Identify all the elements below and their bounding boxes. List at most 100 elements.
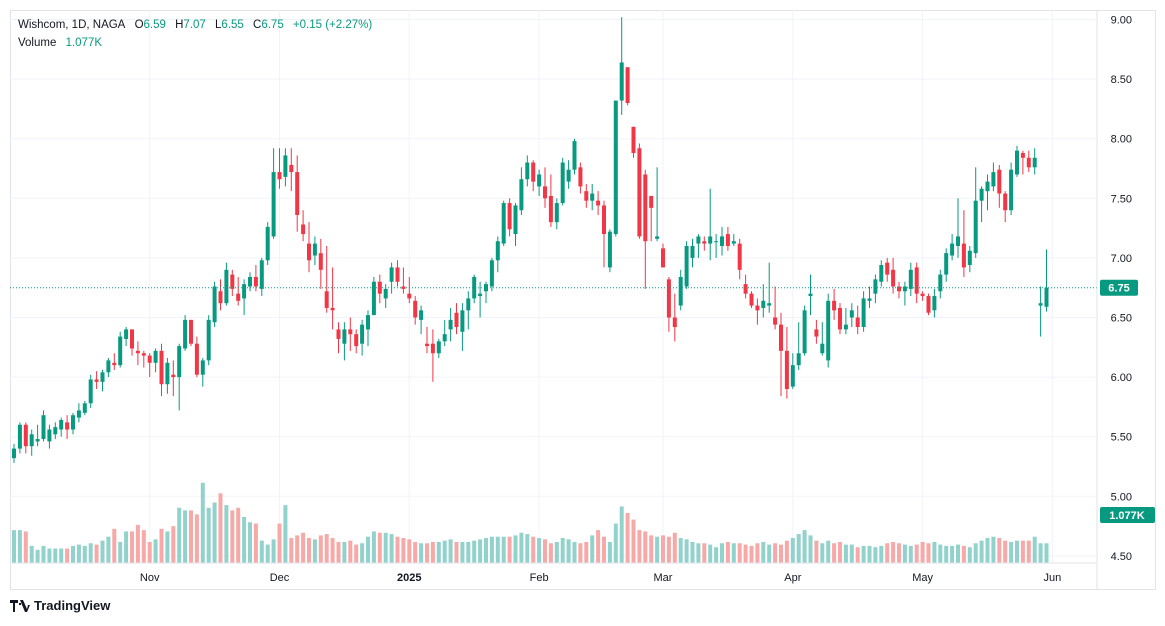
volume-bar [548,543,553,563]
price-axis[interactable]: 9.00 8.50 8.00 7.50 7.00 6.50 6.00 5.50 5.00 4.50 [1096,10,1132,590]
volume-bar [147,541,152,563]
candle-body [808,293,813,297]
high-value: 7.07 [183,19,206,31]
candle-body [472,276,477,299]
volume-bar [749,545,754,563]
volume-bar [607,541,612,563]
low-value: 6.55 [221,19,244,31]
volume-bar [956,544,960,563]
candle-body [997,169,1002,194]
volume-bar [979,540,984,563]
candle-body [295,172,300,215]
volume-bar [814,540,819,563]
candle-body [991,172,996,187]
volume-bar [301,532,306,563]
volume-bar [430,541,435,563]
volume-bar [596,530,601,563]
last-volume-label: 1.077K [1109,510,1145,522]
candle-body [177,346,182,378]
volume-bar [100,540,105,563]
candle-body [867,298,872,301]
candle-body [189,319,193,344]
candle-body [41,415,46,440]
candle-body [566,169,571,182]
volume-bar [708,544,713,563]
candle-body [501,203,506,244]
candle-body [389,267,394,282]
volume-bar [153,539,158,563]
candle-body [100,372,105,382]
change-value: +0.15 (+2.27%) [292,19,373,31]
volume-bar [65,548,70,563]
candle-body [183,319,188,349]
volume-bar [832,543,837,563]
candle-body [790,365,795,387]
volume-bar [318,535,323,563]
candle-body [525,162,530,180]
candle-body [242,284,247,299]
candle-body [407,293,412,299]
candle-body [596,200,601,206]
candle-body [283,155,288,177]
volume-bar [212,502,217,563]
volume-bar [790,538,795,563]
volume-bar [938,544,943,563]
volume-bar [720,543,724,563]
volume-bar [1026,540,1031,563]
candle-body [672,317,677,328]
candle-body [537,174,542,187]
volume-bar [914,544,919,563]
volume-bar [796,534,801,563]
volume-bar [997,538,1002,563]
candle-body [59,419,64,430]
volume-bar [737,543,742,563]
volume-bar [566,539,571,563]
candle-body [82,403,87,413]
volume-bar [41,545,46,563]
candle-body [655,236,660,239]
candle-body [1020,153,1025,158]
candle-body [590,193,595,201]
candle-body [914,267,919,294]
candle-body [873,279,878,294]
volume-bar [289,538,294,563]
x-tick-label: May [912,572,933,584]
volume-bar [1020,540,1025,563]
volume-bar [849,544,854,563]
volume-bar [230,510,235,563]
volume-bar [348,540,353,563]
candle-body [796,353,801,366]
candle-body [613,100,618,235]
candle-body [1009,169,1014,211]
grid-lines [10,10,1097,563]
candle-body [206,319,211,361]
volume-bar [259,540,264,563]
y-tick-label: 7.00 [1111,253,1132,265]
volume-bar [537,538,542,563]
volume-bar [1009,541,1014,563]
time-axis[interactable]: Nov Dec 2025 Feb Mar Apr May Jun [10,562,1097,584]
candle-body [484,284,488,292]
volume-bar [354,544,359,563]
candle-body [366,315,370,330]
volume-bar [194,514,199,563]
y-tick-label: 5.00 [1111,491,1132,503]
candle-body [548,195,553,223]
volume-bar [637,530,642,563]
y-tick-label: 6.50 [1111,312,1132,324]
volume-bar [531,536,536,563]
volume-bar [336,541,341,563]
candle-body [153,350,158,363]
volume-bar [897,543,901,563]
candle-body [165,362,170,385]
volume-legend-row: Volume 1.077K [18,34,372,52]
candle-body [832,300,837,311]
candle-body [973,200,978,254]
candle-body [879,265,884,282]
candle-body [94,379,99,382]
candle-body [118,336,123,366]
volume-bar [342,541,347,563]
candle-body [885,262,890,275]
tradingview-brand[interactable]: TradingView [10,598,110,613]
